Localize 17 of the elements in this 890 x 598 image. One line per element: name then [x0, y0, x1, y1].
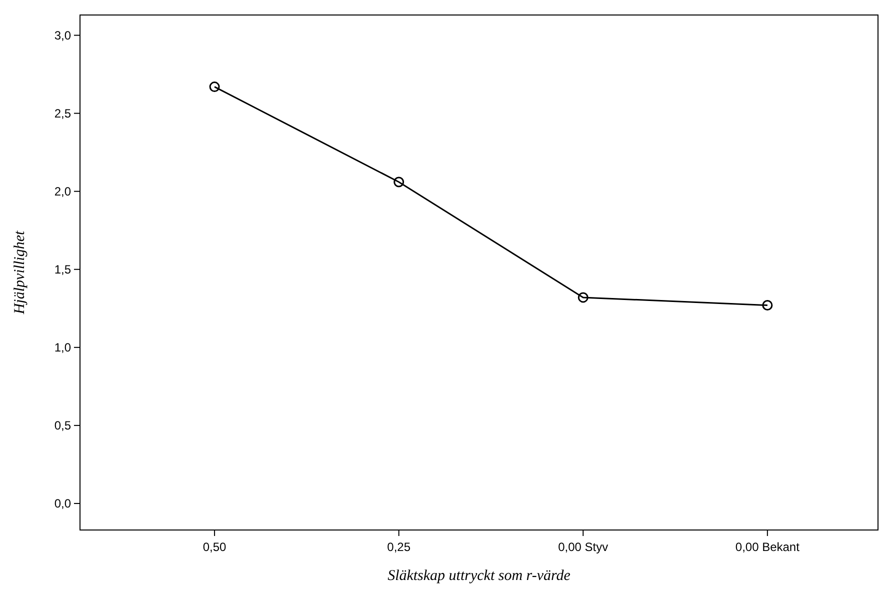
y-tick-label: 1,5 — [54, 262, 72, 277]
x-tick-label: 0,50 — [202, 540, 227, 554]
point — [209, 82, 220, 92]
y-tick-label: 2,5 — [54, 106, 72, 121]
x-tick-label: 0,00 Styv — [558, 540, 608, 554]
point — [394, 176, 404, 188]
y-tick-label: 0,0 — [54, 496, 72, 511]
x-tick-label: 0,25 — [387, 540, 411, 554]
y-axis-title: Hjälpvillighet — [12, 230, 28, 316]
point — [762, 300, 773, 311]
y-tick-label: 0,5 — [54, 418, 72, 433]
x-axis-title: Släktskap uttryckt som r-värde — [388, 568, 571, 584]
y-tick-label: 2,0 — [54, 184, 72, 199]
y-tick-label: 1,0 — [54, 340, 72, 355]
point — [578, 292, 588, 303]
x-tick-label: 0,00 Bekant — [735, 540, 800, 554]
y-tick-label: 3,0 — [54, 28, 72, 42]
